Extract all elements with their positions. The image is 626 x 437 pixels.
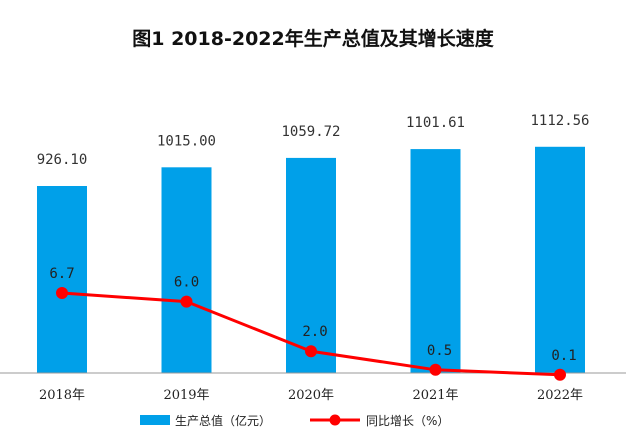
growth-point-2018年 [56,286,68,299]
x-tick-label: 2019年 [163,388,209,403]
x-tick-label: 2018年 [39,388,85,403]
bar-value-label: 1059.72 [281,124,340,140]
line-series [56,286,566,381]
bar-series [37,146,585,373]
bar-value-label: 1015.00 [157,133,216,149]
x-axis-ticks: 2018年 2019年 2020年 2021年 2022年 [39,388,583,403]
growth-value-label: 2.0 [302,324,327,340]
bar-labels: 926.10 1015.00 1059.72 1101.61 1112.56 [37,113,590,168]
bar-2021年 [410,149,461,373]
bar-2018年 [37,186,87,373]
growth-point-2022年 [554,368,566,381]
bar-value-label: 1112.56 [530,113,589,129]
legend-bar-swatch [140,415,170,425]
bar-2019年 [161,167,212,373]
growth-value-label: 0.5 [427,343,452,359]
chart-title: 图1 2018-2022年生产总值及其增长速度 [132,28,494,50]
x-tick-label: 2020年 [288,388,334,403]
bar-value-label: 1101.61 [406,115,465,131]
growth-value-label: 6.0 [174,275,199,291]
legend-bar-label: 生产总值（亿元） [175,413,271,428]
bar-value-label: 926.10 [37,152,88,168]
bar-2020年 [286,157,336,373]
x-tick-label: 2022年 [537,388,583,403]
legend-line-marker [329,414,341,426]
bar-2022年 [535,146,585,373]
growth-point-2021年 [429,363,442,376]
legend: 生产总值（亿元） 同比增长（%） [140,413,449,428]
growth-value-label: 0.1 [551,348,576,364]
growth-point-2020年 [305,345,317,358]
legend-line-label: 同比增长（%） [366,414,449,428]
growth-point-2019年 [180,295,193,308]
growth-value-label: 6.7 [49,266,74,282]
x-tick-label: 2021年 [412,388,458,403]
line-labels: 6.7 6.0 2.0 0.5 0.1 [49,266,576,364]
